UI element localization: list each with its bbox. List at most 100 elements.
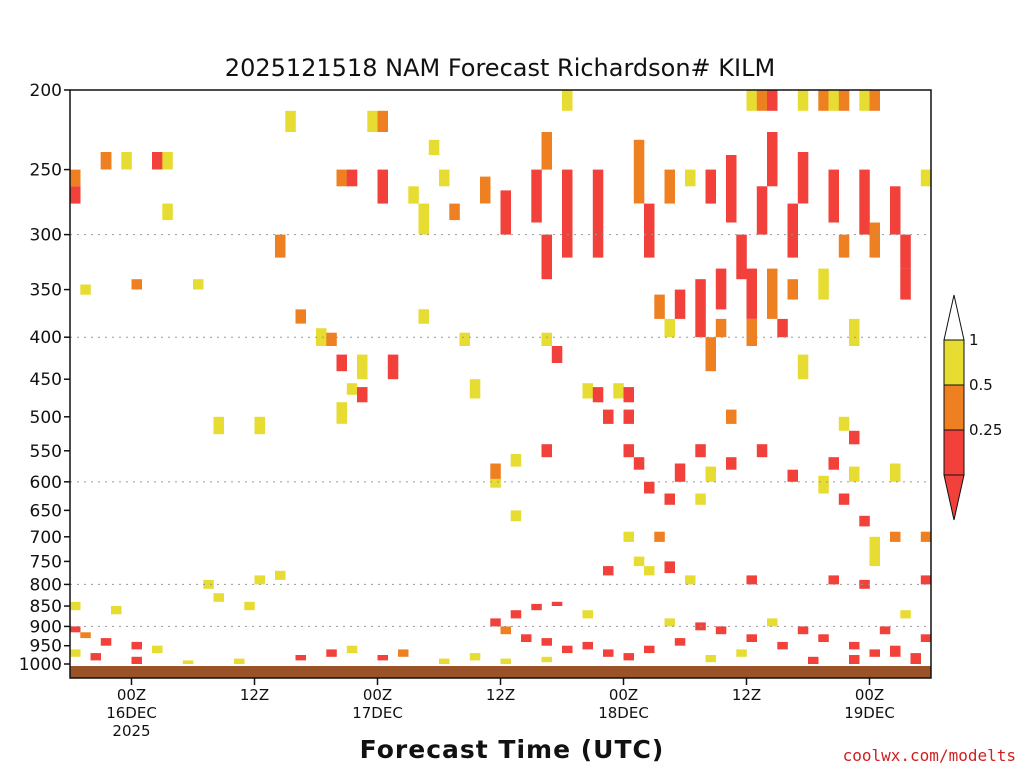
y-tick-label: 750 — [30, 552, 62, 572]
heatmap-cell — [715, 626, 727, 635]
x-tick-label: 00Z — [609, 686, 638, 704]
heatmap-cell — [510, 510, 522, 522]
heatmap-cell — [152, 645, 163, 654]
heatmap-cell — [377, 110, 388, 132]
heatmap-cell — [664, 493, 675, 505]
heatmap-cell — [849, 466, 860, 482]
heatmap-cell — [726, 409, 737, 424]
heatmap-cell — [490, 618, 501, 627]
heatmap-cell — [203, 579, 214, 589]
x-tick-label: 00Z — [855, 686, 884, 704]
heatmap-cell — [767, 90, 778, 111]
heatmap-cell — [562, 169, 573, 235]
heatmap-cell — [131, 656, 142, 664]
heatmap-cell — [849, 430, 860, 445]
heatmap-cell — [818, 475, 829, 494]
heatmap-cell — [726, 457, 737, 470]
heatmap-cell — [715, 318, 727, 338]
heatmap-cell — [869, 536, 880, 567]
heatmap-cell — [336, 354, 347, 372]
heatmap-cell — [285, 110, 296, 132]
heatmap-cell — [644, 481, 655, 494]
heatmap-cell — [736, 234, 747, 280]
heatmap-cell — [408, 186, 419, 204]
heatmap-cell — [295, 309, 306, 324]
heatmap-cell — [746, 575, 757, 585]
heatmap-cell — [623, 387, 634, 403]
heatmap-cell — [695, 279, 706, 338]
heatmap-cell — [797, 626, 809, 635]
colorbar-label: 0.5 — [969, 376, 993, 394]
heatmap-cell — [828, 457, 839, 470]
heatmap-cell — [705, 169, 716, 204]
heatmap-cell — [121, 152, 132, 170]
heatmap-cell — [346, 383, 358, 395]
heatmap-cell — [664, 561, 675, 574]
heatmap-cell — [111, 606, 122, 615]
heatmap-cell — [541, 444, 552, 458]
heatmap-cell — [244, 601, 255, 611]
y-tick-label: 450 — [30, 370, 62, 390]
heatmap-cell — [746, 634, 757, 642]
heatmap-cell — [818, 268, 829, 300]
heatmap-cell — [869, 222, 880, 258]
heatmap-cell — [377, 655, 388, 661]
y-tick-label: 200 — [30, 81, 62, 101]
colorbar: 1 0.5 0.25 — [943, 294, 1002, 521]
heatmap-cell — [828, 169, 839, 223]
heatmap-cell — [254, 575, 265, 585]
colorbar-bin — [943, 384, 965, 431]
heatmap-cell — [900, 610, 911, 619]
heatmap-cell — [838, 234, 850, 258]
heatmap-cell — [131, 641, 142, 650]
heatmap-cell — [541, 638, 552, 646]
heatmap-cell — [541, 234, 552, 280]
heatmap-cell — [838, 493, 850, 505]
chart-title: 2025121518 NAM Forecast Richardson# KILM — [225, 54, 775, 82]
heatmap-cell — [756, 90, 768, 111]
heatmap-cell — [70, 169, 81, 187]
heatmap-cell — [469, 653, 481, 661]
x-tick-label: 16DEC — [106, 704, 157, 722]
heatmap-cell — [213, 416, 224, 435]
heatmap-cell — [439, 658, 450, 664]
heatmap-cell — [398, 649, 409, 657]
heatmap-cell — [182, 660, 194, 664]
heatmap-cell — [275, 234, 286, 258]
heatmap-cell — [582, 383, 593, 399]
heatmap-cell — [777, 641, 788, 650]
heatmap-cell — [346, 169, 358, 187]
heatmap-cell — [705, 337, 716, 372]
heatmap-cell — [920, 575, 932, 585]
heatmap-cell — [879, 626, 891, 635]
heatmap-cell — [664, 318, 675, 338]
heatmap-cell — [664, 618, 675, 627]
heatmap-cell — [531, 603, 542, 611]
heatmap-cell — [910, 653, 921, 664]
heatmap-cell — [551, 346, 563, 363]
heatmap-cell — [644, 645, 655, 654]
heatmap-cell — [234, 658, 245, 664]
heatmap-cell — [521, 634, 532, 642]
heatmap-cell — [849, 318, 860, 346]
heatmap-cell — [500, 658, 511, 664]
heatmap-cell — [387, 354, 399, 380]
x-tick-label: 18DEC — [598, 704, 649, 722]
heatmap-cell — [603, 649, 614, 657]
heatmap-cell — [162, 152, 173, 170]
x-tick-label: 17DEC — [352, 704, 403, 722]
heatmap-cell — [890, 463, 901, 482]
heatmap-cell — [746, 318, 757, 346]
y-tick-label: 900 — [30, 617, 62, 637]
heatmap-cell — [70, 626, 81, 633]
y-tick-label: 800 — [30, 575, 62, 595]
heatmap-cell — [582, 610, 593, 619]
heatmap-cell — [664, 169, 675, 204]
heatmap-cell — [439, 169, 450, 187]
heatmap-cell — [859, 515, 870, 527]
x-axis-title: Forecast Time (UTC) — [360, 735, 665, 764]
gridlines — [70, 234, 931, 627]
heatmap-cell — [674, 289, 686, 319]
heatmap-cell — [469, 379, 481, 399]
